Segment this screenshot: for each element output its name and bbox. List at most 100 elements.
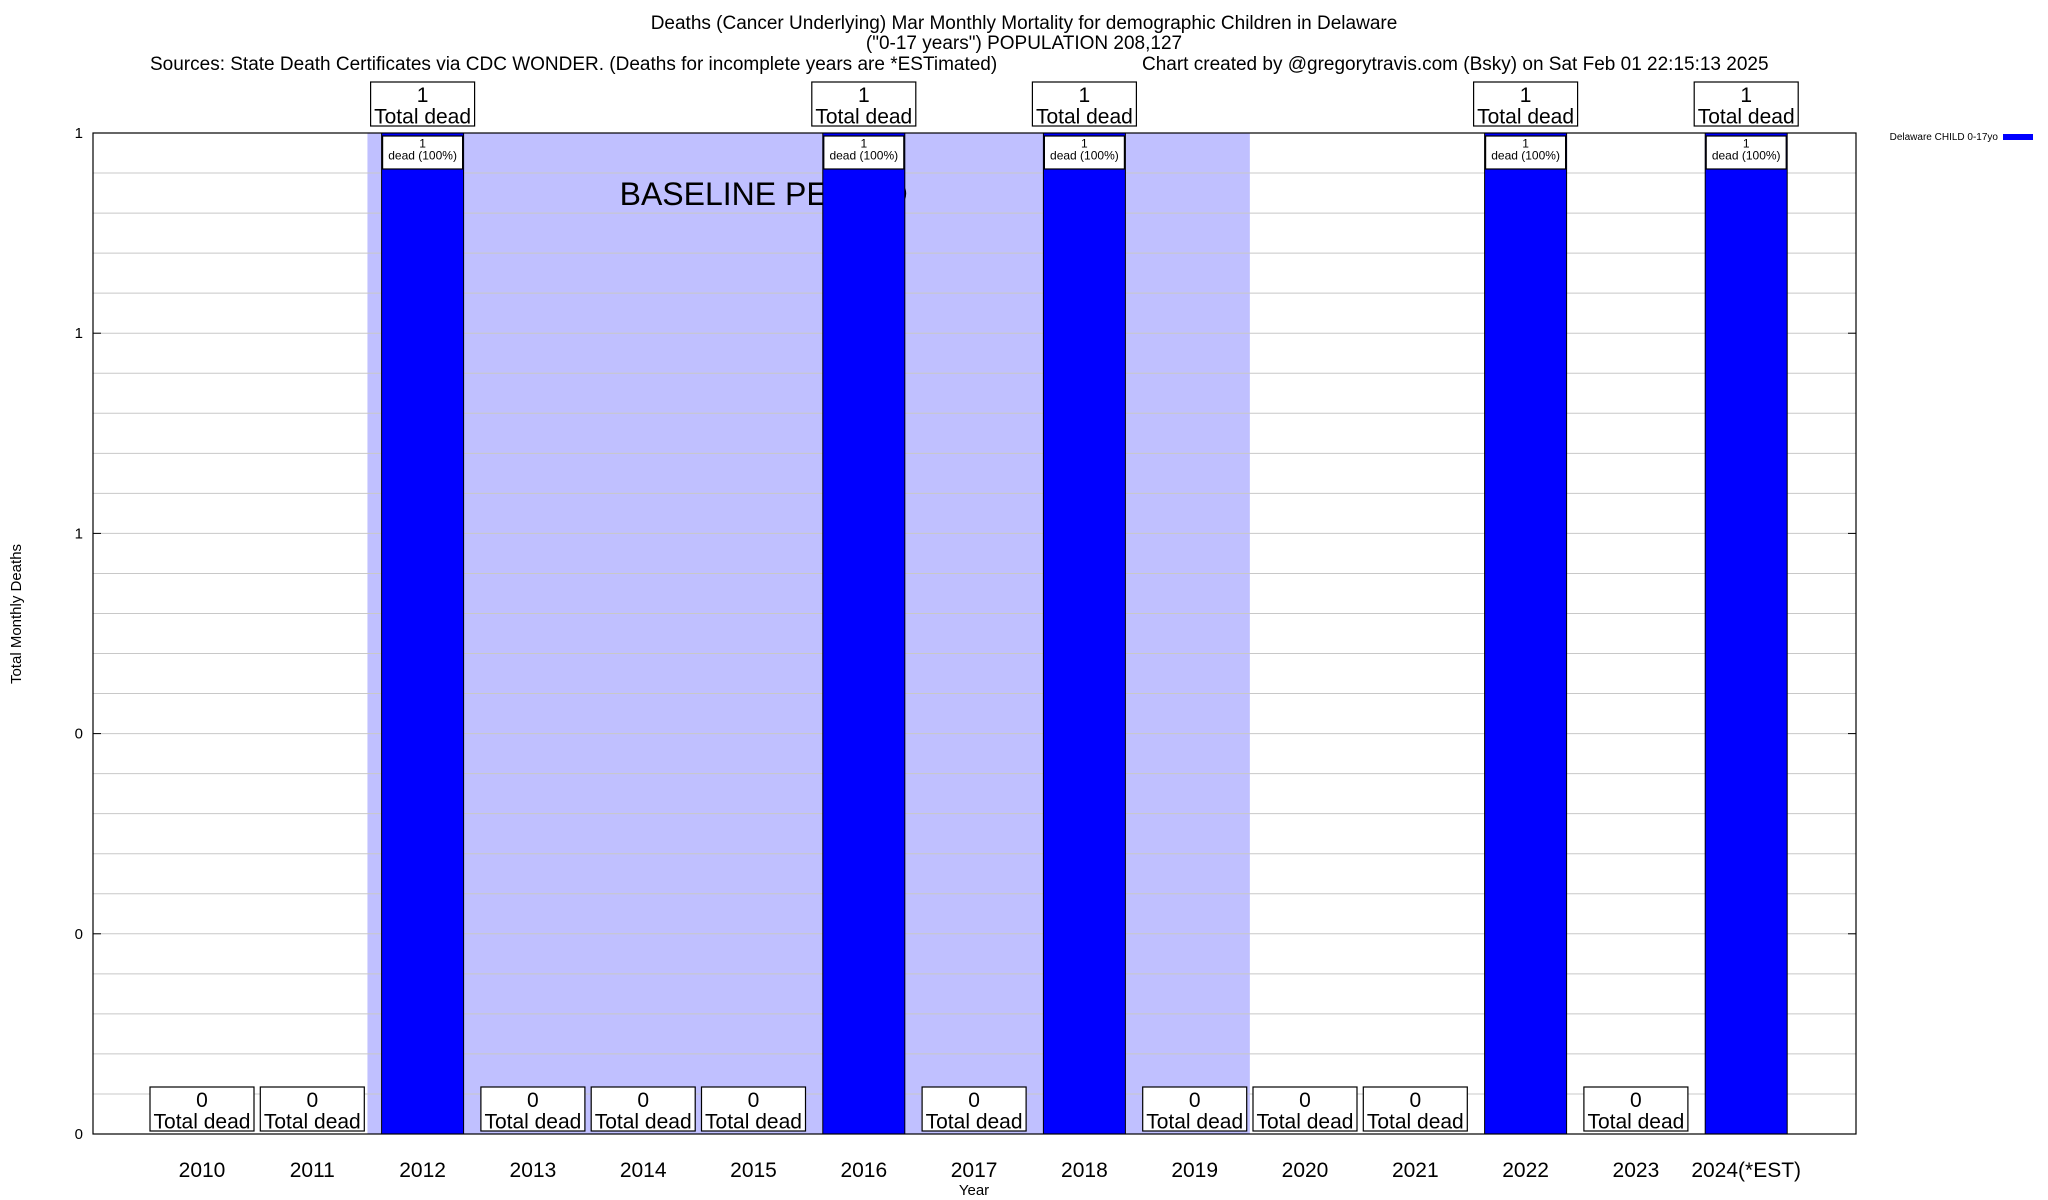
label-value: 1 <box>419 136 426 150</box>
label-value: 0 <box>1299 1089 1311 1112</box>
label-value: 0 <box>306 1089 318 1112</box>
bars <box>198 132 1788 1135</box>
label-box <box>1252 1086 1358 1132</box>
label-box <box>823 135 905 170</box>
label-value: 0 <box>637 1089 649 1112</box>
y-tick-label: 1 <box>75 325 83 342</box>
x-tick-label: 2024(*EST) <box>1691 1159 1801 1182</box>
label-value: 0 <box>527 1089 539 1112</box>
label-box <box>370 81 476 127</box>
x-tick-label: 2015 <box>730 1159 777 1182</box>
label-value: 1 <box>417 84 429 107</box>
label-text: dead (100%) <box>388 149 457 163</box>
label-value: 0 <box>196 1089 208 1112</box>
label-box <box>1142 1086 1248 1132</box>
label-box <box>921 1086 1027 1132</box>
label-text: Total dead <box>1257 1110 1354 1133</box>
label-box <box>1484 135 1567 170</box>
legend: Delaware CHILD 0-17yo <box>1890 132 2033 143</box>
x-tick-label: 2013 <box>510 1159 557 1182</box>
label-value: 1 <box>1081 136 1088 150</box>
bar <box>1484 132 1568 1135</box>
x-tick-label: 2017 <box>951 1159 998 1182</box>
label-text: Total dead <box>1698 105 1795 128</box>
label-value: 0 <box>1189 1089 1201 1112</box>
label-text: Total dead <box>1477 105 1574 128</box>
label-box <box>1693 81 1799 127</box>
chart-title-line2: ("0-17 years") POPULATION 208,127 <box>865 33 1183 54</box>
label-text: Total dead <box>1587 1110 1684 1133</box>
label-value: 1 <box>860 136 867 150</box>
bar <box>381 132 465 1135</box>
x-tick-label: 2019 <box>1171 1159 1218 1182</box>
x-tick-label: 2016 <box>840 1159 887 1182</box>
y-tick-label: 0 <box>75 926 83 943</box>
label-value: 1 <box>1520 84 1532 107</box>
label-text: Total dead <box>705 1110 802 1133</box>
label-box <box>382 135 464 170</box>
x-tick-label: 2018 <box>1061 1159 1108 1182</box>
y-axis-title: Total Monthly Deaths <box>8 544 25 684</box>
bar <box>1704 132 1788 1135</box>
label-value: 0 <box>968 1089 980 1112</box>
label-text: Total dead <box>1036 105 1133 128</box>
chart-credit: Chart created by @gregorytravis.com (Bsk… <box>1142 54 1769 75</box>
label-text: Total dead <box>264 1110 361 1133</box>
legend-swatch <box>2003 134 2033 140</box>
label-text: Total dead <box>1367 1110 1464 1133</box>
chart-sources: Sources: State Death Certificates via CD… <box>150 54 998 75</box>
label-box <box>480 1086 586 1132</box>
label-text: dead (100%) <box>1712 149 1781 163</box>
plot-frame <box>92 132 1857 1135</box>
label-box <box>811 81 917 127</box>
label-value: 1 <box>1743 136 1750 150</box>
x-tick-label: 2011 <box>290 1159 335 1182</box>
chart-title-line1: Deaths (Cancer Underlying) Mar Monthly M… <box>650 13 1398 34</box>
label-box <box>700 1086 807 1132</box>
x-axis-title: Year <box>959 1182 989 1199</box>
label-text: Total dead <box>926 1110 1023 1133</box>
label-text: Total dead <box>815 105 912 128</box>
y-tick-label: 0 <box>75 726 83 743</box>
label-box <box>1043 135 1126 170</box>
label-text: Total dead <box>154 1110 251 1133</box>
x-tick-label: 2014 <box>620 1159 667 1182</box>
x-tick-label: 2010 <box>179 1159 226 1182</box>
label-value: 1 <box>1522 136 1529 150</box>
x-tick-label: 2023 <box>1613 1159 1660 1182</box>
x-tick-label: 2021 <box>1392 1159 1439 1182</box>
y-tick-label: 0 <box>75 1126 83 1143</box>
label-box <box>1583 1086 1689 1132</box>
label-text: Total dead <box>484 1110 581 1133</box>
label-text: dead (100%) <box>1491 149 1560 163</box>
label-value: 0 <box>1409 1089 1421 1112</box>
y-tick-label: 1 <box>75 125 83 142</box>
x-tick-label: 2020 <box>1282 1159 1329 1182</box>
label-value: 1 <box>1079 84 1091 107</box>
label-value: 1 <box>858 84 870 107</box>
label-value: 0 <box>748 1089 760 1112</box>
label-value: 0 <box>1630 1089 1642 1112</box>
label-box <box>1705 135 1787 170</box>
bar <box>1042 132 1126 1135</box>
label-box <box>149 1086 255 1132</box>
label-value: 1 <box>1740 84 1752 107</box>
label-text: Total dead <box>374 105 471 128</box>
label-box <box>259 1086 365 1132</box>
